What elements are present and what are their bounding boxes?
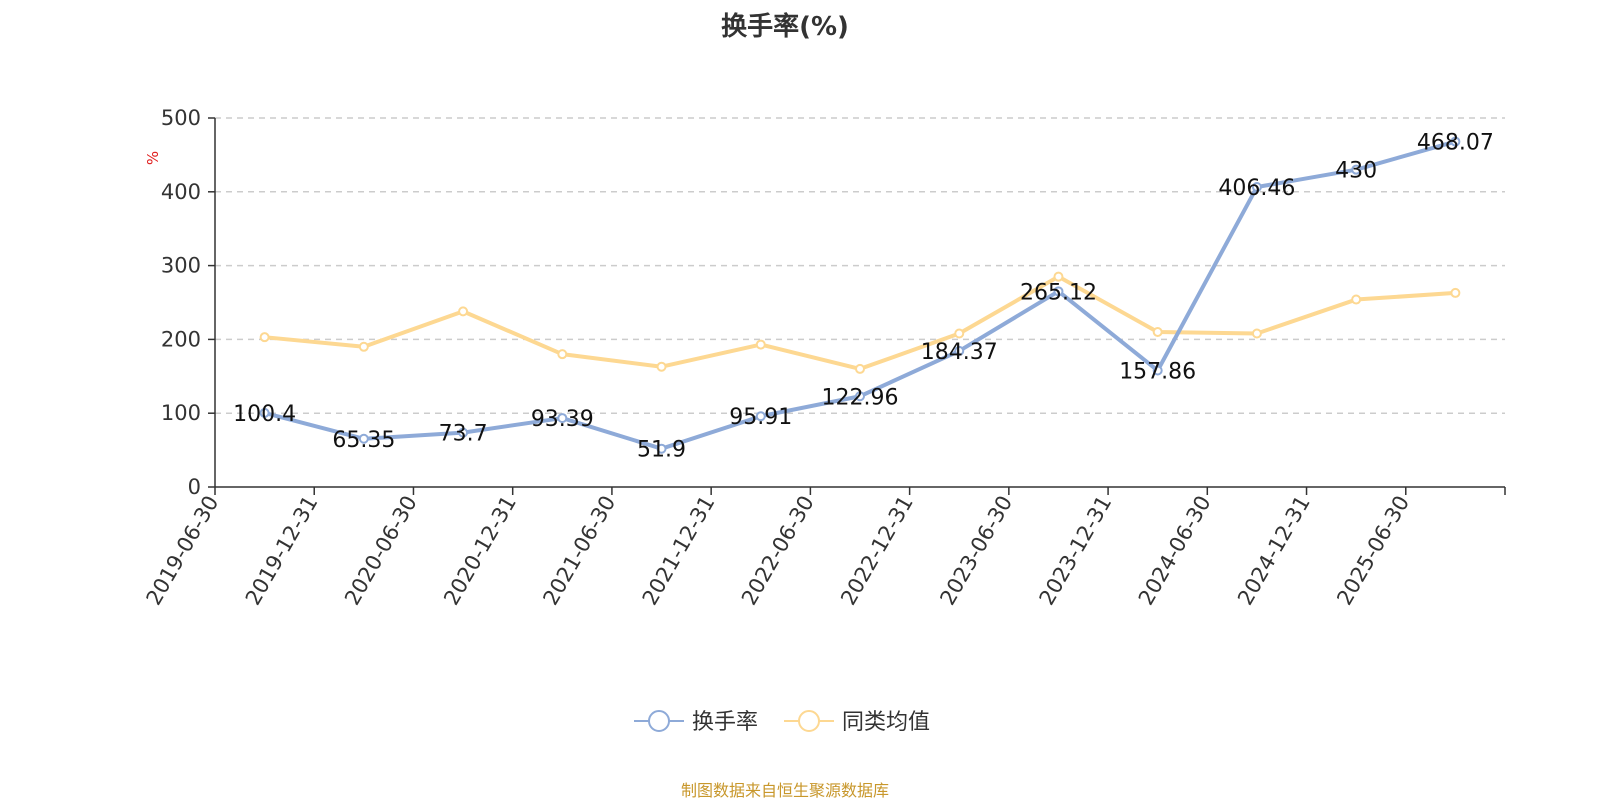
y-tick-label: 300 — [161, 254, 201, 278]
legend-swatch-marker — [798, 710, 820, 732]
data-labels: 100.4 65.35 73.7 93.39 51.9 95.91 122.96 184.37… — [233, 131, 1494, 463]
data-label: 95.91 — [729, 405, 792, 430]
data-point — [1251, 182, 1262, 193]
series-lines — [259, 136, 1461, 454]
data-point — [259, 332, 270, 343]
y-tick-label: 0 — [188, 475, 201, 499]
x-tick-label: 2023-06-30 — [935, 492, 1017, 610]
data-point — [358, 433, 369, 444]
x-tick-label: 2021-06-30 — [538, 492, 620, 610]
data-point — [1351, 164, 1362, 175]
data-label: 184.37 — [921, 340, 998, 365]
data-label: 468.07 — [1417, 131, 1494, 156]
series-line-peer-average — [264, 274, 1456, 371]
data-point — [954, 328, 965, 339]
data-point — [1450, 287, 1461, 298]
data-point — [656, 443, 667, 454]
data-point — [1152, 365, 1163, 376]
data-point — [557, 349, 568, 360]
data-point — [1152, 327, 1163, 338]
y-tick-label: 500 — [161, 106, 201, 130]
x-tick-label: 2025-06-30 — [1332, 492, 1414, 610]
data-point — [755, 411, 766, 422]
data-label: 265.12 — [1020, 280, 1097, 305]
data-point — [358, 341, 369, 352]
legend-label: 同类均值 — [842, 710, 930, 735]
data-label: 157.86 — [1119, 359, 1196, 384]
x-tick-label: 2021-12-31 — [638, 492, 720, 610]
x-tick-label: 2024-12-31 — [1233, 492, 1315, 610]
data-point — [557, 413, 568, 424]
data-point — [855, 391, 865, 402]
data-point — [1450, 136, 1461, 147]
data-label: 406.46 — [1218, 176, 1295, 201]
data-point — [1053, 286, 1064, 297]
y-tick-label: 100 — [161, 401, 201, 425]
data-point — [855, 363, 865, 374]
data-point — [259, 407, 270, 418]
x-tick-label: 2022-06-30 — [737, 492, 819, 610]
data-label: 122.96 — [822, 385, 899, 410]
x-tick-label: 2022-12-31 — [836, 492, 918, 610]
data-point — [954, 345, 965, 356]
source-note: 制图数据来自恒生聚源数据库 — [680, 781, 889, 800]
x-tick-label: 2019-06-30 — [142, 492, 224, 610]
data-point — [656, 361, 667, 372]
x-tick-label: 2019-12-31 — [241, 492, 323, 610]
data-label: 51.9 — [637, 438, 686, 463]
data-point — [1251, 328, 1262, 339]
y-axis-label: % — [144, 151, 162, 165]
grid-lines — [215, 117, 1505, 414]
legend-swatch-marker — [648, 710, 670, 732]
y-tick-label: 400 — [161, 180, 201, 204]
data-point — [1351, 294, 1362, 305]
data-label: 65.35 — [332, 428, 395, 453]
legend: 换手率 同类均值 — [634, 710, 930, 735]
data-point — [1053, 271, 1064, 282]
x-tick-label: 2020-12-31 — [439, 492, 521, 610]
y-tick-label: 200 — [161, 327, 201, 351]
x-tick-label: 2024-06-30 — [1134, 492, 1216, 610]
data-point — [458, 306, 469, 317]
x-tick-label: 2023-12-31 — [1035, 492, 1117, 610]
legend-label: 换手率 — [692, 710, 758, 735]
data-label: 93.39 — [531, 407, 594, 432]
x-tick-label: 2020-06-30 — [340, 492, 422, 610]
data-point — [458, 427, 469, 438]
chart-title: 换手率(%) — [721, 12, 849, 42]
data-label: 100.4 — [233, 402, 296, 427]
data-label: 73.7 — [439, 422, 488, 447]
data-label: 430 — [1335, 159, 1377, 184]
data-point — [755, 339, 766, 350]
